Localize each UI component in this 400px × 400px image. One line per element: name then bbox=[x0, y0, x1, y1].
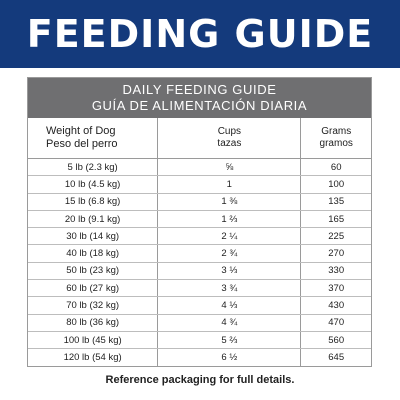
feeding-table: DAILY FEEDING GUIDE GUÍA DE ALIMENTACIÓN… bbox=[27, 77, 372, 367]
table-row: 40 lb (18 kg) 2 ¾ 270 bbox=[28, 245, 371, 263]
column-headers: Weight of Dog Peso del perro Cups tazas … bbox=[28, 118, 371, 159]
grams-header-spanish: gramos bbox=[319, 138, 353, 149]
weight-cell: 120 lb (54 kg) bbox=[63, 352, 122, 364]
table-row: 10 lb (4.5 kg) 1 100 bbox=[28, 176, 371, 194]
header-banner: FEEDING GUIDE bbox=[0, 0, 400, 68]
grams-cell: 560 bbox=[300, 331, 371, 349]
cups-cell: 4 ⅓ bbox=[157, 297, 300, 314]
cups-cell: 1 ⅔ bbox=[157, 210, 300, 228]
table-row: 60 lb (27 kg) 3 ¾ 370 bbox=[28, 280, 371, 298]
grams-cell: 135 bbox=[300, 193, 371, 210]
weight-header-english: Weight of Dog bbox=[46, 125, 116, 137]
table-row: 15 lb (6.8 kg) 1 ⅜ 135 bbox=[28, 193, 371, 211]
weight-cell: 30 lb (14 kg) bbox=[66, 230, 120, 242]
table-title: DAILY FEEDING GUIDE GUÍA DE ALIMENTACIÓN… bbox=[28, 78, 371, 118]
cups-column-header: Cups tazas bbox=[157, 118, 300, 158]
weight-cell: 5 lb (2.3 kg) bbox=[67, 161, 118, 173]
grams-column-header: Grams gramos bbox=[300, 118, 371, 158]
cups-cell: 1 ⅜ bbox=[157, 193, 300, 210]
weight-cell: 100 lb (45 kg) bbox=[63, 334, 122, 346]
table-body: 5 lb (2.3 kg) ⅝ 60 10 lb (4.5 kg) 1 100 … bbox=[28, 159, 371, 367]
grams-header-english: Grams bbox=[321, 126, 352, 137]
weight-header-spanish: Peso del perro bbox=[46, 138, 118, 150]
weight-cell: 40 lb (18 kg) bbox=[66, 248, 120, 260]
cups-cell: 2 ¼ bbox=[157, 228, 300, 245]
grams-cell: 100 bbox=[300, 176, 371, 193]
table-title-spanish: GUÍA DE ALIMENTACIÓN DIARIA bbox=[91, 98, 308, 113]
table-title-english: DAILY FEEDING GUIDE bbox=[122, 82, 277, 97]
table-row: 20 lb (9.1 kg) 1 ⅔ 165 bbox=[28, 210, 371, 229]
table-row: 80 lb (36 kg) 4 ¾ 470 bbox=[28, 314, 371, 332]
table-row: 5 lb (2.3 kg) ⅝ 60 bbox=[28, 159, 371, 177]
weight-cell: 50 lb (23 kg) bbox=[66, 265, 120, 277]
grams-cell: 60 bbox=[300, 159, 371, 176]
weight-cell: 70 lb (32 kg) bbox=[66, 300, 120, 312]
cups-cell: 5 ⅔ bbox=[157, 331, 300, 349]
cups-cell: ⅝ bbox=[157, 159, 300, 176]
cups-cell: 2 ¾ bbox=[157, 245, 300, 262]
grams-cell: 430 bbox=[300, 297, 371, 314]
weight-cell: 20 lb (9.1 kg) bbox=[64, 213, 121, 225]
grams-cell: 270 bbox=[300, 245, 371, 262]
table-row: 120 lb (54 kg) 6 ½ 645 bbox=[28, 349, 371, 367]
cups-cell: 4 ¾ bbox=[157, 314, 300, 331]
weight-cell: 10 lb (4.5 kg) bbox=[64, 178, 121, 190]
cups-header-english: Cups bbox=[217, 126, 242, 137]
weight-cell: 80 lb (36 kg) bbox=[66, 317, 120, 329]
weight-cell: 60 lb (27 kg) bbox=[66, 282, 120, 294]
grams-cell: 470 bbox=[300, 314, 371, 331]
grams-cell: 645 bbox=[300, 349, 371, 367]
grams-cell: 165 bbox=[300, 210, 371, 228]
weight-column-header: Weight of Dog Peso del perro bbox=[28, 118, 157, 158]
cups-cell: 1 bbox=[157, 176, 300, 193]
grams-cell: 330 bbox=[300, 262, 371, 280]
table-row: 50 lb (23 kg) 3 ⅓ 330 bbox=[28, 262, 371, 281]
weight-cell: 15 lb (6.8 kg) bbox=[64, 196, 121, 208]
cups-cell: 3 ¾ bbox=[157, 280, 300, 297]
table-row: 70 lb (32 kg) 4 ⅓ 430 bbox=[28, 297, 371, 315]
grams-cell: 370 bbox=[300, 280, 371, 297]
cups-cell: 3 ⅓ bbox=[157, 262, 300, 280]
cups-header-spanish: tazas bbox=[217, 138, 242, 149]
grams-cell: 225 bbox=[300, 228, 371, 245]
footnote: Reference packaging for full details. bbox=[105, 374, 295, 386]
cups-cell: 6 ½ bbox=[157, 349, 300, 367]
table-row: 100 lb (45 kg) 5 ⅔ 560 bbox=[28, 331, 371, 350]
page-title: FEEDING GUIDE bbox=[26, 12, 374, 56]
table-row: 30 lb (14 kg) 2 ¼ 225 bbox=[28, 228, 371, 246]
